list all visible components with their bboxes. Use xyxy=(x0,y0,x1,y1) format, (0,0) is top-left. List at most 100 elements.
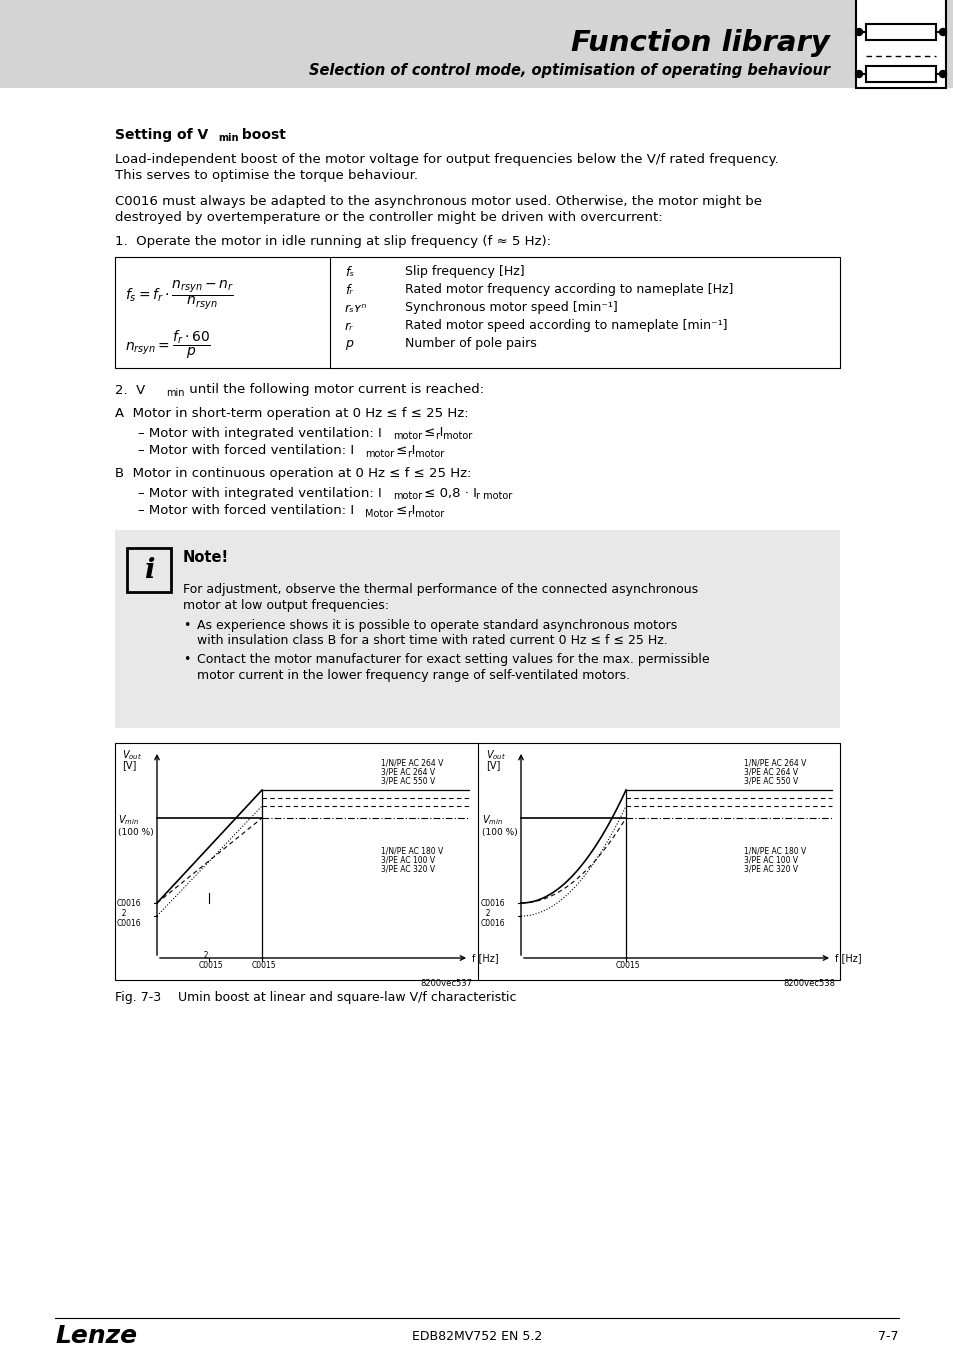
Text: 7-7: 7-7 xyxy=(878,1330,898,1342)
FancyBboxPatch shape xyxy=(855,0,945,88)
Text: r motor: r motor xyxy=(476,491,512,501)
Text: – Motor with forced ventilation: I: – Motor with forced ventilation: I xyxy=(138,444,354,458)
Text: until the following motor current is reached:: until the following motor current is rea… xyxy=(185,383,483,397)
Text: motor: motor xyxy=(393,431,421,441)
Text: 3/PE AC 550 V: 3/PE AC 550 V xyxy=(380,776,435,786)
Text: min: min xyxy=(218,134,238,143)
FancyBboxPatch shape xyxy=(115,256,840,369)
Text: ≤ 0,8 · I: ≤ 0,8 · I xyxy=(419,486,476,500)
Text: – Motor with integrated ventilation: I: – Motor with integrated ventilation: I xyxy=(138,427,381,440)
Text: $V_{out}$: $V_{out}$ xyxy=(122,748,142,761)
Text: 3/PE AC 320 V: 3/PE AC 320 V xyxy=(743,864,798,873)
Text: This serves to optimise the torque behaviour.: This serves to optimise the torque behav… xyxy=(115,169,417,181)
Circle shape xyxy=(939,70,945,77)
Text: C0016: C0016 xyxy=(117,899,141,907)
Text: r motor: r motor xyxy=(436,431,472,441)
Text: boost: boost xyxy=(236,128,286,142)
Text: Selection of control mode, optimisation of operating behaviour: Selection of control mode, optimisation … xyxy=(309,62,829,77)
Text: Contact the motor manufacturer for exact setting values for the max. permissible: Contact the motor manufacturer for exact… xyxy=(196,653,709,667)
FancyBboxPatch shape xyxy=(115,743,840,980)
Circle shape xyxy=(855,28,862,35)
Text: 3/PE AC 264 V: 3/PE AC 264 V xyxy=(380,768,435,776)
Text: 3/PE AC 550 V: 3/PE AC 550 V xyxy=(743,776,798,786)
Text: Rated motor frequency according to nameplate [Hz]: Rated motor frequency according to namep… xyxy=(405,284,733,297)
Text: 2: 2 xyxy=(480,909,490,918)
Text: Function library: Function library xyxy=(571,28,829,57)
Text: motor: motor xyxy=(393,491,421,501)
Text: ≤ I: ≤ I xyxy=(392,505,415,517)
Text: $V_{min}$: $V_{min}$ xyxy=(481,813,502,828)
Text: r motor: r motor xyxy=(408,450,444,459)
Text: Note!: Note! xyxy=(183,551,229,566)
Text: rₛʏⁿ: rₛʏⁿ xyxy=(345,301,367,315)
Text: C0016 must always be adapted to the asynchronous motor used. Otherwise, the moto: C0016 must always be adapted to the asyn… xyxy=(115,196,761,208)
Text: As experience shows it is possible to operate standard asynchronous motors: As experience shows it is possible to op… xyxy=(196,618,677,632)
Text: Rated motor speed according to nameplate [min⁻¹]: Rated motor speed according to nameplate… xyxy=(405,320,727,332)
Text: rᵣ: rᵣ xyxy=(345,320,353,332)
Text: motor at low output frequencies:: motor at low output frequencies: xyxy=(183,598,389,612)
Text: ≤ I: ≤ I xyxy=(419,427,443,440)
Text: fᵣ: fᵣ xyxy=(345,284,353,297)
Text: destroyed by overtemperature or the controller might be driven with overcurrent:: destroyed by overtemperature or the cont… xyxy=(115,211,662,224)
Text: Setting of V: Setting of V xyxy=(115,128,208,142)
Text: 1/N/PE AC 264 V: 1/N/PE AC 264 V xyxy=(743,759,805,768)
Text: 8200vec537: 8200vec537 xyxy=(419,979,472,987)
Text: Number of pole pairs: Number of pole pairs xyxy=(405,338,537,351)
Text: 2: 2 xyxy=(117,909,127,918)
Text: 1/N/PE AC 264 V: 1/N/PE AC 264 V xyxy=(380,759,443,768)
FancyBboxPatch shape xyxy=(865,66,935,82)
Text: 3/PE AC 100 V: 3/PE AC 100 V xyxy=(380,856,435,864)
Text: r motor: r motor xyxy=(408,509,444,518)
Text: C0016: C0016 xyxy=(480,918,505,927)
Text: $f_s = f_r \cdot \dfrac{n_{rsyn} - n_r}{n_{rsyn}}$: $f_s = f_r \cdot \dfrac{n_{rsyn} - n_r}{… xyxy=(125,278,233,312)
Text: (100 %): (100 %) xyxy=(118,828,153,837)
Text: 1/N/PE AC 180 V: 1/N/PE AC 180 V xyxy=(743,846,805,856)
FancyBboxPatch shape xyxy=(115,531,840,728)
Text: 8200vec538: 8200vec538 xyxy=(782,979,834,987)
Text: $V_{min}$: $V_{min}$ xyxy=(118,813,139,828)
Text: For adjustment, observe the thermal performance of the connected asynchronous: For adjustment, observe the thermal perf… xyxy=(183,583,698,597)
Text: p: p xyxy=(345,338,353,351)
Text: motor current in the lower frequency range of self-ventilated motors.: motor current in the lower frequency ran… xyxy=(196,668,630,682)
Text: $V_{out}$: $V_{out}$ xyxy=(485,748,505,761)
Text: 3/PE AC 100 V: 3/PE AC 100 V xyxy=(743,856,798,864)
FancyBboxPatch shape xyxy=(127,548,171,593)
Text: C0015: C0015 xyxy=(252,961,276,971)
Circle shape xyxy=(855,70,862,77)
Text: with insulation class B for a short time with rated current 0 Hz ≤ f ≤ 25 Hz.: with insulation class B for a short time… xyxy=(196,633,667,647)
Text: – Motor with forced ventilation: I: – Motor with forced ventilation: I xyxy=(138,505,354,517)
Text: f [Hz]: f [Hz] xyxy=(834,953,861,963)
Text: 2: 2 xyxy=(199,950,209,960)
Text: EDB82MV752 EN 5.2: EDB82MV752 EN 5.2 xyxy=(412,1330,541,1342)
Text: f [Hz]: f [Hz] xyxy=(472,953,498,963)
FancyBboxPatch shape xyxy=(0,0,953,88)
Text: $n_{rsyn} = \dfrac{f_r \cdot 60}{p}$: $n_{rsyn} = \dfrac{f_r \cdot 60}{p}$ xyxy=(125,328,211,362)
Circle shape xyxy=(939,28,945,35)
Text: Load-independent boost of the motor voltage for output frequencies below the V/f: Load-independent boost of the motor volt… xyxy=(115,154,778,166)
Text: Umin boost at linear and square-law V/f characteristic: Umin boost at linear and square-law V/f … xyxy=(178,991,516,1003)
Text: Motor: Motor xyxy=(365,509,393,518)
Text: min: min xyxy=(166,387,184,398)
Text: B  Motor in continuous operation at 0 Hz ≤ f ≤ 25 Hz:: B Motor in continuous operation at 0 Hz … xyxy=(115,467,471,481)
Text: C0015: C0015 xyxy=(616,961,640,971)
Text: A  Motor in short-term operation at 0 Hz ≤ f ≤ 25 Hz:: A Motor in short-term operation at 0 Hz … xyxy=(115,406,468,420)
Text: Lenze: Lenze xyxy=(55,1324,137,1349)
Text: Fig. 7-3: Fig. 7-3 xyxy=(115,991,161,1003)
Text: motor: motor xyxy=(365,450,394,459)
Text: C0015: C0015 xyxy=(199,961,223,971)
Text: Slip frequency [Hz]: Slip frequency [Hz] xyxy=(405,266,524,278)
Text: 3/PE AC 320 V: 3/PE AC 320 V xyxy=(380,864,435,873)
Text: 1.  Operate the motor in idle running at slip frequency (f ≈ 5 Hz):: 1. Operate the motor in idle running at … xyxy=(115,235,551,248)
Text: [V]: [V] xyxy=(122,760,136,770)
Text: Synchronous motor speed [min⁻¹]: Synchronous motor speed [min⁻¹] xyxy=(405,301,618,315)
FancyBboxPatch shape xyxy=(865,24,935,40)
Text: •: • xyxy=(183,618,191,632)
Text: i: i xyxy=(144,556,154,583)
Text: C0016: C0016 xyxy=(117,918,141,927)
Text: (100 %): (100 %) xyxy=(481,828,517,837)
Text: – Motor with integrated ventilation: I: – Motor with integrated ventilation: I xyxy=(138,486,381,500)
Text: C0016: C0016 xyxy=(480,899,505,907)
Text: 2.  V: 2. V xyxy=(115,383,145,397)
Text: [V]: [V] xyxy=(485,760,500,770)
Text: 3/PE AC 264 V: 3/PE AC 264 V xyxy=(743,768,798,776)
